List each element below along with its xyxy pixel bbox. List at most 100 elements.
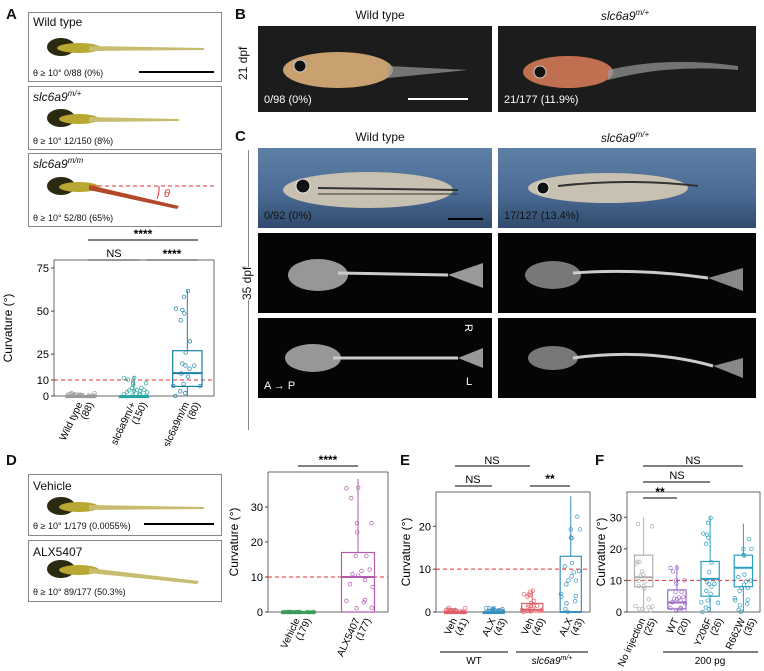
data-point xyxy=(635,559,640,564)
fish-photo-21dpf-mutant: 21/177 (11.9%) xyxy=(498,26,756,112)
data-point xyxy=(566,578,571,583)
y-tick-label: 10 xyxy=(610,575,622,587)
panel-label-f: F xyxy=(595,452,605,469)
fish-image xyxy=(283,172,459,208)
fish-photo-35dpf-mutant: 17/127 (13.4%) xyxy=(498,148,756,228)
data-point xyxy=(185,374,191,379)
sig-label: NS xyxy=(669,470,684,482)
scale-bar xyxy=(408,98,468,100)
data-point xyxy=(709,560,714,565)
y-axis-label: Curvature (°) xyxy=(2,294,15,363)
data-point xyxy=(743,579,749,584)
data-point xyxy=(633,603,638,609)
larva-image xyxy=(47,497,204,515)
data-point xyxy=(737,588,742,593)
data-point xyxy=(180,307,185,313)
data-point xyxy=(573,593,578,599)
panel-label-a: A xyxy=(6,6,17,23)
data-point xyxy=(525,594,530,599)
data-point xyxy=(535,603,540,608)
data-point xyxy=(178,318,183,323)
x-tick-label: No injection xyxy=(616,617,648,667)
data-point xyxy=(646,605,651,610)
photo-label: Wild type xyxy=(33,15,83,29)
photo-stat: 0/92 (0%) xyxy=(264,210,312,222)
column-title-wild-type: Wild type xyxy=(355,8,405,22)
data-point xyxy=(746,536,752,542)
fish-image xyxy=(283,52,468,88)
box xyxy=(733,554,754,588)
sig-label: **** xyxy=(134,228,153,241)
data-point xyxy=(364,553,369,559)
skeleton-image xyxy=(285,344,483,372)
data-point xyxy=(635,521,641,527)
data-point xyxy=(704,588,709,594)
column-title-mutant: slc6a9 xyxy=(600,131,636,145)
data-point xyxy=(487,606,492,611)
data-point xyxy=(646,597,651,602)
y-tick-label: 10 xyxy=(251,572,263,584)
data-point xyxy=(674,596,680,602)
data-point xyxy=(650,524,655,529)
photo-stat: θ ≥ 10° 1/179 (0.0055%) xyxy=(33,521,131,531)
data-point xyxy=(183,390,188,396)
scale-bar xyxy=(144,523,214,525)
data-point xyxy=(569,574,574,579)
data-point xyxy=(573,578,579,583)
panel-label-e: E xyxy=(400,452,411,469)
y-tick-label: 20 xyxy=(251,537,263,549)
sig-label: **** xyxy=(319,453,338,467)
data-point xyxy=(569,536,574,541)
data-point xyxy=(749,546,754,552)
column-title-wild-type: Wild type xyxy=(355,130,405,144)
y-tick-label: 75 xyxy=(37,263,49,275)
box xyxy=(667,589,687,610)
data-point xyxy=(350,571,355,577)
data-point xyxy=(130,381,136,386)
data-point xyxy=(182,311,187,316)
x-tick-label: slc6a9m/m xyxy=(162,401,192,446)
y-tick-label: 30 xyxy=(251,502,263,514)
data-point xyxy=(369,605,374,610)
skeleton-image xyxy=(288,259,483,291)
y-tick-label: 50 xyxy=(37,306,49,318)
data-point xyxy=(129,385,135,391)
photo-label-sup: m/+ xyxy=(67,89,82,98)
data-point xyxy=(636,578,641,584)
data-point xyxy=(142,387,147,393)
data-point xyxy=(353,553,358,558)
data-point xyxy=(737,603,742,608)
fish-image xyxy=(528,173,699,203)
y-tick-label: 10 xyxy=(37,375,49,387)
data-point xyxy=(344,486,349,491)
data-point xyxy=(715,600,721,605)
data-point xyxy=(181,381,186,387)
data-point xyxy=(642,579,647,584)
fish-photo-slc6a9-hom: slc6a9m/m θ θ ≥ 10° 52/80 (65%) xyxy=(28,153,222,227)
y-tick-label: 25 xyxy=(37,349,49,361)
orientation-r: R xyxy=(461,324,474,332)
data-point xyxy=(576,568,582,574)
data-point xyxy=(569,560,575,566)
data-point xyxy=(636,583,641,589)
data-point xyxy=(558,591,564,597)
y-tick-label: 20 xyxy=(610,544,622,556)
sig-label: NS xyxy=(106,248,121,260)
data-point xyxy=(125,377,131,382)
data-point xyxy=(745,597,750,602)
data-point xyxy=(712,581,717,587)
fish-photo-vehicle: Vehicle θ ≥ 10° 1/179 (0.0055%) xyxy=(28,474,222,536)
data-point xyxy=(640,606,645,611)
fish-photo-alx5407: ALX5407 θ ≥ 10° 89/177 (50.3%) xyxy=(28,540,222,602)
data-point xyxy=(705,598,710,603)
column-title-mutant-sup: m/+ xyxy=(635,130,650,139)
data-point xyxy=(183,363,188,368)
plot-frame xyxy=(435,491,591,613)
y-tick-label: 0 xyxy=(43,391,49,403)
group-label: slc6a9m/+ xyxy=(532,655,573,667)
orientation-l: L xyxy=(466,376,473,388)
fish-photo-wild-type: Wild type θ ≥ 10° 0/88 (0%) xyxy=(28,12,222,82)
theta-label: θ xyxy=(164,188,170,200)
